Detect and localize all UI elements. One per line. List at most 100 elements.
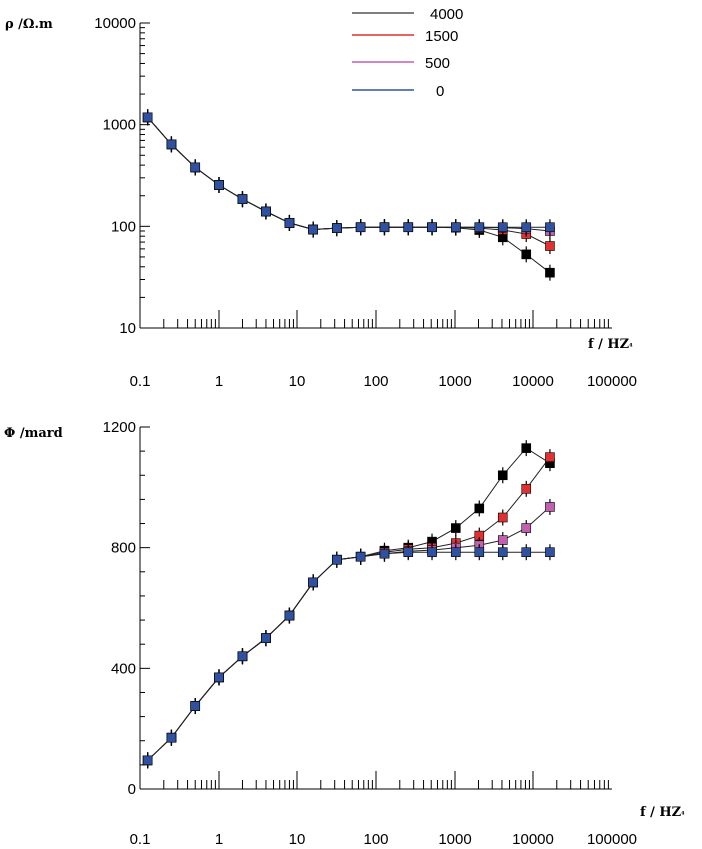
- data-point: [451, 547, 461, 557]
- legend-entry-0: 0: [352, 83, 444, 100]
- series-points-0: [142, 109, 555, 238]
- data-point: [308, 224, 318, 235]
- data-point: [237, 651, 248, 662]
- y-tick-label: 0: [128, 781, 136, 798]
- x-tick-label: 10: [289, 831, 306, 848]
- data-point: [355, 222, 366, 233]
- data-point: [284, 610, 295, 621]
- data-point: [474, 503, 485, 514]
- legend: 4000 1500 500 0: [352, 6, 463, 100]
- data-point: [261, 206, 271, 217]
- data-point: [403, 547, 414, 557]
- x-axis-title-text: f / HZ: [588, 337, 630, 352]
- y-tick-label: 1000: [103, 117, 136, 134]
- data-point: [142, 112, 153, 123]
- data-point: [521, 443, 532, 453]
- data-point: [451, 222, 461, 233]
- x-tick-label: 1000: [438, 373, 471, 390]
- data-point: [545, 547, 555, 557]
- x-tick-label: 10000: [512, 373, 554, 390]
- legend-entry-1500: 1500: [352, 28, 458, 45]
- legend-label-500: 500: [425, 55, 450, 72]
- x-axis-title-text: f / HZ: [640, 805, 682, 820]
- series-line-0: [147, 551, 550, 761]
- x-tick-label: 100000: [587, 373, 637, 390]
- x-axis-title: f / HZ⁴: [640, 805, 685, 820]
- data-point: [521, 484, 532, 494]
- x-tick-label: 0.1: [130, 831, 151, 848]
- y-tick-label: 100: [111, 218, 136, 235]
- series-line-500: [147, 506, 551, 761]
- series-points-0: [142, 544, 555, 769]
- series-line-4000: [147, 117, 551, 274]
- axes: [139, 22, 612, 329]
- series-lines: [147, 117, 551, 274]
- data-point: [190, 162, 201, 173]
- data-point: [214, 672, 224, 683]
- data-point: [261, 633, 271, 643]
- x-tick-label: 10000: [512, 831, 554, 848]
- data-point: [332, 223, 342, 233]
- y-tick-label: 10: [119, 320, 136, 337]
- tick-labels: 10 100 1000 10000 0.1 1 10 100 1000 10000 100000: [94, 15, 637, 390]
- data-point: [308, 577, 318, 588]
- data-point: [497, 535, 508, 545]
- data-points: [142, 440, 555, 769]
- data-point: [474, 547, 485, 557]
- data-point: [237, 194, 248, 204]
- x-tick-label: 100: [363, 831, 388, 848]
- x-tick-label: 0.1: [130, 373, 151, 390]
- legend-entry-4000: 4000: [352, 6, 463, 23]
- y-tick-label: 800: [111, 540, 136, 557]
- series-points-4000: [142, 109, 555, 281]
- x-axis-title-suffix: ⁴: [629, 341, 633, 351]
- data-point: [521, 547, 532, 557]
- x-tick-label: 10: [289, 373, 306, 390]
- legend-entry-500: 500: [352, 55, 450, 72]
- series-line-0: [147, 117, 550, 231]
- data-point: [545, 452, 555, 462]
- data-point: [355, 551, 366, 562]
- series-line-500: [147, 117, 550, 232]
- data-point: [545, 241, 555, 251]
- data-point: [521, 222, 532, 233]
- data-point: [166, 139, 177, 150]
- series-points-1500: [142, 449, 555, 769]
- x-tick-label: 100000: [587, 831, 637, 848]
- data-point: [427, 222, 437, 233]
- legend-label-4000: 4000: [430, 6, 463, 23]
- data-point: [497, 470, 508, 481]
- series-line-4000: [147, 447, 551, 761]
- data-point: [497, 547, 508, 557]
- tick-labels: 0 400 800 1200 0.1 1 10 100 1000 10000 100000: [103, 419, 637, 848]
- data-point: [545, 267, 555, 278]
- y-tick-label: 1200: [103, 419, 136, 436]
- data-point: [451, 523, 461, 533]
- series-lines: [147, 447, 551, 761]
- data-point: [474, 222, 485, 233]
- series-points-500: [142, 498, 555, 769]
- data-point: [166, 732, 177, 743]
- data-point: [545, 222, 555, 233]
- data-point: [284, 218, 295, 228]
- axes: [139, 426, 612, 790]
- x-tick-label: 1000: [438, 831, 471, 848]
- data-point: [521, 523, 532, 533]
- legend-label-1500: 1500: [425, 28, 458, 45]
- y-axis-title: Φ /mard: [4, 426, 63, 441]
- data-point: [379, 222, 390, 233]
- data-point: [190, 701, 201, 711]
- data-point: [521, 249, 532, 260]
- data-point: [379, 548, 390, 559]
- data-point: [214, 180, 224, 190]
- x-axis-title: f / HZ⁴: [588, 337, 633, 352]
- data-point: [427, 547, 437, 557]
- data-point: [497, 222, 508, 233]
- phase-chart: Φ /mard f / HZ⁴ 0 400 800 1200 0.1 1 10 100 1000…: [4, 419, 685, 848]
- data-point: [142, 755, 153, 766]
- data-point: [497, 512, 508, 523]
- y-axis-title: ρ /Ω.m: [5, 17, 53, 32]
- data-points: [142, 109, 555, 281]
